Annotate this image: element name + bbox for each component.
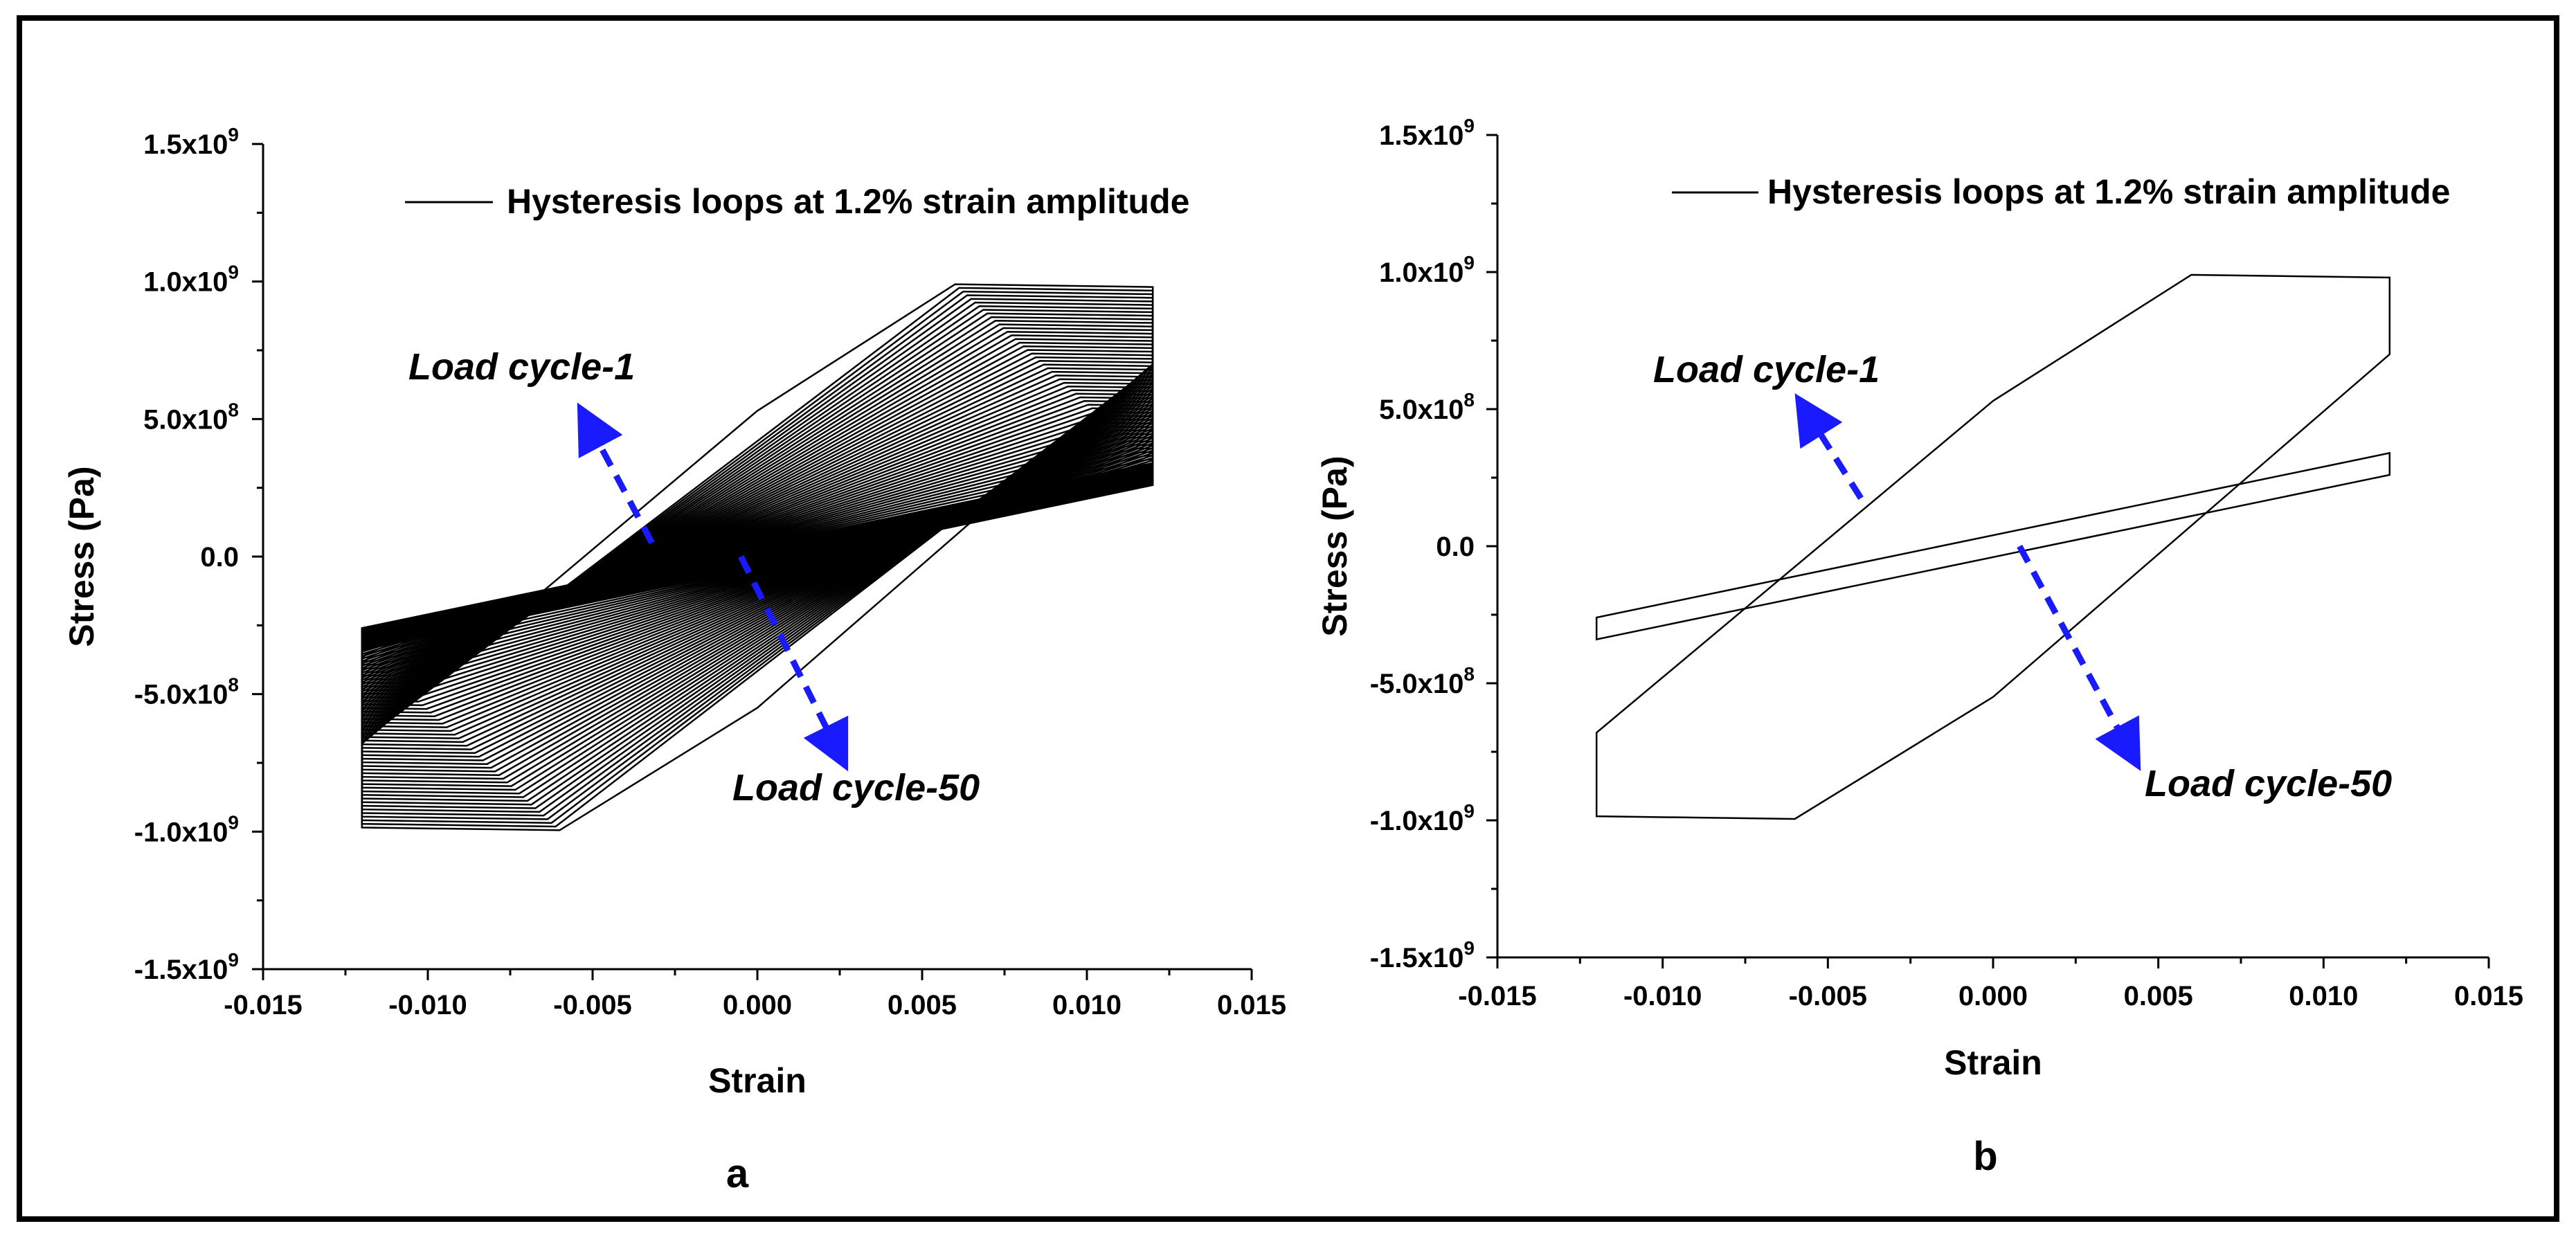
y-tick-label: 1.5x109: [143, 124, 239, 160]
legend-text-b: Hysteresis loops at 1.2% strain amplitud…: [1767, 172, 2450, 211]
x-tick-label: -0.010: [388, 990, 467, 1020]
x-tick-label: 0.015: [2454, 981, 2523, 1011]
x-tick-label: 0.010: [1052, 990, 1122, 1020]
x-tick-label: 0.015: [1217, 990, 1286, 1020]
x-tick-label: 0.000: [723, 990, 792, 1020]
x-tick-label: -0.010: [1623, 981, 1702, 1011]
y-tick-label: 1.0x109: [1379, 252, 1475, 288]
annotation-label: Load cycle-50: [2145, 763, 2392, 804]
y-tick-label: -1.5x109: [1370, 937, 1475, 973]
annotation-arrow: [2017, 544, 2141, 771]
figure-frame: [17, 15, 2559, 1222]
y-tick-label: -5.0x108: [134, 674, 239, 710]
y-axis-title-b: Stress (Pa): [1315, 456, 1354, 636]
panel-b: -0.015 -0.010 -0.005 0.000 0.005 0.010 0.015 1.…: [1315, 115, 2523, 1179]
x-axis-title-b: Strain: [1944, 1043, 2042, 1082]
axes-a: -0.015 -0.010 -0.005 0.000 0.005 0.010 0.015 1.…: [134, 124, 1286, 1020]
x-tick-label: 0.005: [888, 990, 957, 1020]
y-tick-label: -1.0x109: [1370, 800, 1475, 836]
x-axis-title-a: Strain: [708, 1061, 807, 1100]
x-tick-label: 0.000: [1958, 981, 2028, 1011]
y-tick-label: 0.0: [1436, 532, 1475, 562]
x-tick-label: -0.005: [553, 990, 631, 1020]
loops-b: [1595, 273, 2391, 820]
x-tick-label: -0.005: [1789, 981, 1867, 1011]
y-tick-label: 5.0x108: [143, 399, 239, 435]
annotation-arrow: [577, 402, 655, 545]
y-tick-label: -5.0x108: [1370, 663, 1475, 699]
legend-b: Hysteresis loops at 1.2% strain amplitud…: [1672, 172, 2450, 211]
loops-a: [361, 283, 1154, 831]
annotation-arrow: [1794, 393, 1864, 501]
x-tick-label: 0.005: [2124, 981, 2193, 1011]
y-tick-label: 0.0: [200, 542, 239, 573]
annotation-label: Load cycle-1: [1653, 349, 1880, 390]
y-tick-label: 1.0x109: [143, 262, 239, 298]
y-tick-label: 1.5x109: [1379, 115, 1475, 151]
legend-a: Hysteresis loops at 1.2% strain amplitud…: [405, 182, 1189, 221]
annotations-b: Load cycle-1 Load cycle-50: [1653, 349, 2392, 804]
y-tick-label: -1.0x109: [134, 811, 239, 847]
x-tick-label: 0.010: [2289, 981, 2358, 1011]
annotation-arrow: [738, 555, 849, 772]
legend-text-a: Hysteresis loops at 1.2% strain amplitud…: [507, 182, 1189, 221]
y-tick-label: -1.5x109: [134, 949, 239, 985]
axes-b: -0.015 -0.010 -0.005 0.000 0.005 0.010 0.015 1.…: [1370, 115, 2523, 1011]
y-tick-label: 5.0x108: [1379, 389, 1475, 425]
annotation-label: Load cycle-50: [732, 767, 980, 809]
x-tick-label: -0.015: [224, 990, 302, 1020]
y-axis-title-a: Stress (Pa): [62, 466, 101, 647]
annotation-label: Load cycle-1: [408, 346, 635, 388]
loop-cycle-last: [1595, 451, 2391, 641]
panel-a: -0.015 -0.010 -0.005 0.000 0.005 0.010 0.015 1.…: [62, 124, 1286, 1196]
loop-cycle-1: [1595, 273, 2391, 820]
panel-label-b: b: [1973, 1134, 1997, 1179]
x-tick-label: -0.015: [1458, 981, 1536, 1011]
annotations-a: Load cycle-1 Load cycle-50: [408, 346, 980, 809]
converged-loop-band: [361, 462, 1154, 651]
panel-label-a: a: [726, 1151, 749, 1196]
